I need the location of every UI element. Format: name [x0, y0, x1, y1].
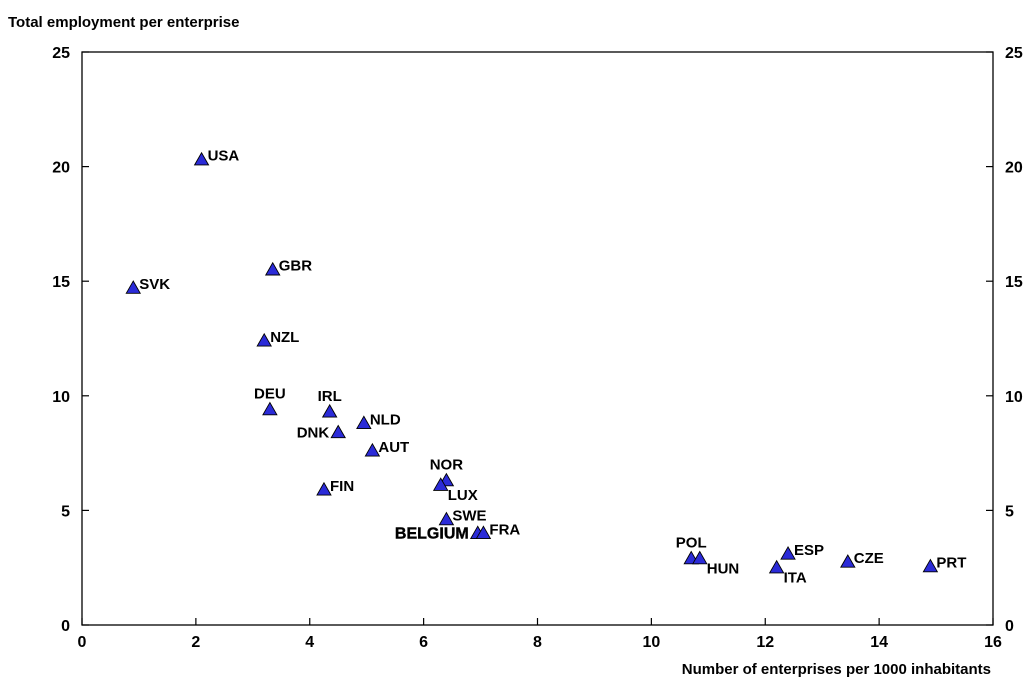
plot-frame — [81, 51, 994, 626]
point-label-aut: AUT — [378, 439, 409, 456]
point-label-nor: NOR — [430, 457, 464, 474]
data-point-fin — [316, 481, 332, 496]
y-ticks-left: 0 5 10 15 20 25 — [52, 45, 89, 635]
data-point-prt — [922, 558, 939, 573]
data-point-cze — [840, 554, 856, 568]
point-label-prt: PRT — [936, 555, 966, 572]
y-tick-label-left: 0 — [61, 618, 70, 635]
data-point-nzl — [256, 332, 272, 347]
data-point-esp — [780, 546, 796, 560]
x-ticks: 0 2 4 6 8 10 12 14 16 — [78, 618, 1002, 651]
y-tick-label-right: 5 — [1005, 503, 1014, 520]
data-point-irl — [321, 403, 338, 418]
y-tick-label-left: 15 — [52, 274, 70, 291]
point-label-swe: SWE — [452, 508, 486, 525]
data-point-dnk — [330, 424, 346, 439]
point-label-fin: FIN — [330, 478, 354, 495]
point-label-deu: DEU — [254, 386, 286, 403]
point-label-lux: LUX — [448, 487, 478, 504]
point-label-nzl: NZL — [270, 329, 299, 346]
data-point-nld — [356, 415, 372, 430]
data-point-hun — [691, 550, 708, 565]
y-tick-label-left: 10 — [52, 389, 70, 406]
x-tick-label: 0 — [78, 634, 87, 651]
data-points: USA GBR SVK NZL DEU IRL NLD DNK AUT NOR LUX FIN SWEB… — [125, 148, 966, 587]
data-point-aut — [364, 442, 381, 457]
y-tick-label-left: 20 — [52, 160, 70, 177]
y-tick-label-right: 10 — [1005, 389, 1023, 406]
point-label-pol: POL — [676, 535, 707, 552]
x-tick-label: 8 — [533, 634, 542, 651]
x-tick-label: 6 — [419, 634, 428, 651]
point-label-belgium: BELGIUM — [395, 525, 469, 542]
data-point-gbr — [264, 261, 281, 276]
point-label-gbr: GBR — [279, 258, 313, 275]
point-label-ita: ITA — [784, 570, 807, 587]
y-ticks-right: 0 5 10 15 20 25 — [986, 45, 1023, 635]
point-label-nld: NLD — [370, 411, 401, 428]
data-point-deu — [262, 401, 278, 416]
point-label-hun: HUN — [707, 561, 740, 578]
point-label-fra: FRA — [489, 521, 520, 538]
y-tick-label-right: 25 — [1005, 45, 1023, 62]
data-point-ita — [768, 559, 785, 574]
y-tick-label-right: 0 — [1005, 618, 1014, 635]
data-point-svk — [125, 280, 142, 294]
x-tick-label: 4 — [305, 634, 314, 651]
point-label-irl: IRL — [318, 388, 342, 405]
point-label-esp: ESP — [794, 542, 824, 559]
point-label-cze: CZE — [854, 550, 884, 567]
x-tick-label: 10 — [642, 634, 660, 651]
data-point-swe — [438, 511, 455, 526]
y-axis-title: Total employment per enterprise — [8, 14, 239, 31]
x-tick-label: 2 — [191, 634, 200, 651]
data-point-lux — [432, 477, 449, 491]
y-tick-label-right: 20 — [1005, 160, 1023, 177]
x-tick-label: 12 — [756, 634, 774, 651]
x-tick-label: 14 — [870, 634, 888, 651]
x-tick-label: 16 — [984, 634, 1002, 651]
data-point-fra — [475, 525, 492, 540]
y-tick-label-left: 5 — [61, 503, 70, 520]
point-label-svk: SVK — [139, 276, 170, 293]
x-axis-title: Number of enterprises per 1000 inhabitan… — [682, 661, 991, 678]
y-tick-label-right: 15 — [1005, 274, 1023, 291]
data-point-usa — [193, 151, 210, 166]
point-label-usa: USA — [208, 148, 240, 165]
y-tick-label-left: 25 — [52, 45, 70, 62]
point-label-dnk: DNK — [297, 424, 330, 441]
